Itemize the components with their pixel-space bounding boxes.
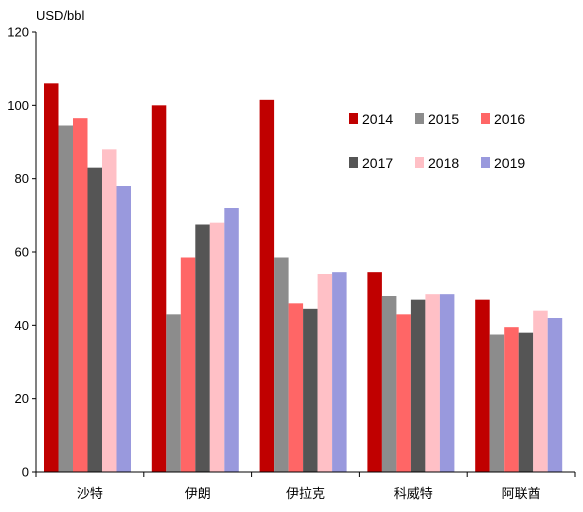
y-tick-label: 40 bbox=[15, 318, 29, 333]
x-categories-group: 沙特 伊朗 伊拉克 科威特 阿联酋 bbox=[77, 486, 541, 502]
bar-2015-2 bbox=[274, 257, 289, 472]
x-category-label: 伊朗 bbox=[185, 487, 211, 502]
bar-2014-2 bbox=[259, 99, 275, 472]
legend-label-2017: 2017 bbox=[362, 155, 393, 171]
y-ticks-group: 0 20 40 60 80 100 120 bbox=[7, 25, 36, 480]
legend-swatch-2016 bbox=[481, 113, 490, 124]
legend-swatch-2015 bbox=[415, 113, 424, 124]
legend-label-2015: 2015 bbox=[428, 111, 459, 127]
bar-2016-3 bbox=[396, 314, 411, 472]
y-tick-label: 60 bbox=[15, 245, 29, 260]
bar-2014-3 bbox=[367, 272, 382, 472]
bars-group bbox=[44, 83, 563, 473]
bar-2014-4 bbox=[475, 299, 490, 472]
bar-2017-0 bbox=[87, 167, 102, 473]
legend-label-2014: 2014 bbox=[362, 111, 393, 127]
bar-2016-0 bbox=[73, 118, 88, 473]
legend-label-2018: 2018 bbox=[428, 155, 459, 171]
bar-2018-0 bbox=[102, 149, 117, 472]
legend-swatch-2014 bbox=[349, 113, 358, 124]
bar-2019-4 bbox=[547, 318, 563, 472]
legend-swatch-2017 bbox=[349, 157, 358, 168]
bar-2018-3 bbox=[425, 294, 440, 472]
bar-2017-4 bbox=[518, 332, 534, 472]
y-tick-label: 80 bbox=[15, 171, 29, 186]
bar-2019-0 bbox=[116, 186, 131, 472]
bar-2015-4 bbox=[489, 334, 505, 472]
y-tick-label: 20 bbox=[15, 391, 29, 406]
bar-2016-4 bbox=[504, 327, 519, 472]
legend-label-2016: 2016 bbox=[494, 111, 525, 127]
y-tick-label: 120 bbox=[7, 25, 29, 40]
bar-2019-3 bbox=[439, 294, 455, 472]
bar-2018-2 bbox=[317, 274, 333, 472]
legend: 2014 2015 2016 2017 2018 2019 bbox=[349, 111, 525, 171]
bar-2015-1 bbox=[166, 314, 181, 472]
bar-2017-2 bbox=[303, 308, 318, 472]
y-axis-unit-label: USD/bbl bbox=[36, 8, 85, 23]
x-category-label: 伊拉克 bbox=[286, 487, 325, 502]
y-tick-label: 100 bbox=[7, 98, 29, 113]
legend-swatch-2019 bbox=[481, 157, 490, 168]
legend-label-2019: 2019 bbox=[494, 155, 525, 171]
bar-2014-0 bbox=[44, 83, 59, 472]
x-category-label: 沙特 bbox=[77, 487, 103, 502]
bar-2015-0 bbox=[58, 125, 73, 472]
bar-2015-3 bbox=[381, 296, 397, 472]
x-category-label: 科威特 bbox=[394, 487, 433, 502]
bar-2016-2 bbox=[288, 303, 304, 472]
bar-2017-1 bbox=[195, 224, 210, 472]
x-category-label: 阿联酋 bbox=[502, 486, 541, 502]
bar-2019-2 bbox=[332, 272, 347, 472]
bar-2018-1 bbox=[209, 222, 225, 472]
bar-2017-3 bbox=[410, 299, 426, 472]
bar-2019-1 bbox=[224, 208, 239, 472]
bar-2014-1 bbox=[151, 105, 167, 472]
bar-2016-1 bbox=[180, 257, 196, 472]
y-tick-label: 0 bbox=[22, 465, 29, 480]
legend-swatch-2018 bbox=[415, 157, 424, 168]
bar-2018-4 bbox=[533, 310, 548, 472]
